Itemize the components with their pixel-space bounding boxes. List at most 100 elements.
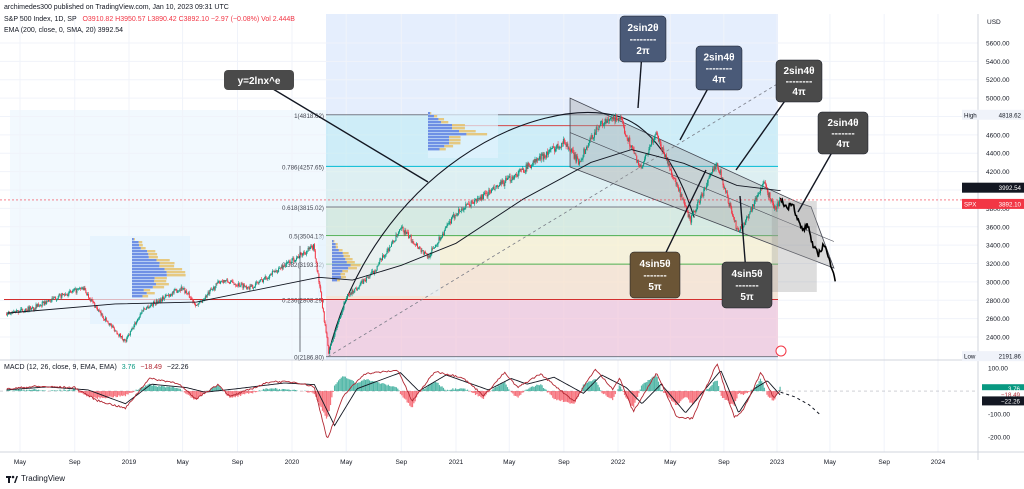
candle-body (186, 290, 188, 294)
candle-body (215, 283, 217, 287)
fib-label-4: 0.382(3193.32) (282, 262, 324, 269)
candle-body (74, 288, 76, 290)
candle-body (649, 145, 651, 150)
candle-body (467, 203, 469, 205)
macd-hist-bar (638, 391, 640, 394)
symbol-line: S&P 500 Index, 1D, SP O3910.82 H3950.57 … (4, 16, 295, 23)
candle-body (501, 180, 503, 185)
candle-body (517, 173, 519, 177)
macd-hist-bar (753, 389, 755, 392)
macd-hist-bar (640, 385, 643, 392)
candle-body (593, 137, 595, 139)
candle-body (743, 222, 745, 227)
macd-hist-bar (360, 380, 363, 392)
fib-label-3: 0.5(3504.13) (289, 234, 324, 241)
candle-body (472, 202, 474, 204)
profile-1-bar-blue-19 (132, 295, 143, 298)
candle-body (278, 268, 280, 269)
macd-hist-bar (686, 391, 688, 398)
macd-hist-bar (234, 391, 236, 398)
candle-body (369, 275, 371, 278)
profile-1-bar-yellow-5 (148, 253, 158, 256)
candle-body (113, 327, 115, 332)
macd-hist-bar (504, 381, 506, 392)
candle-body (105, 317, 107, 322)
candle-body (522, 168, 524, 170)
candle-body (668, 163, 670, 166)
x-tick-12: May (664, 459, 677, 466)
macd-hist-bar (578, 391, 580, 393)
candle-body (573, 153, 575, 159)
macd-hist-bar (394, 386, 396, 392)
candle-body (400, 227, 402, 229)
candle-body (557, 143, 559, 148)
symbol-name[interactable]: S&P 500 Index, 1D, SP (4, 16, 77, 23)
candle-body (392, 240, 394, 242)
candle-body (779, 199, 781, 207)
macd-hist-bar (54, 390, 56, 392)
macd-hist-bar (476, 391, 478, 395)
candle-body (384, 254, 386, 257)
price-tag-bg-0 (962, 109, 1024, 120)
macd-hist-bar (724, 391, 726, 400)
macd-hist-bar (27, 390, 29, 392)
macd-hist-bar (529, 387, 531, 392)
candle-body (249, 285, 251, 290)
macd-hist-bar (111, 391, 113, 398)
macd-hist-bar (23, 389, 25, 392)
candle-body (463, 208, 465, 210)
macd-hist-bar (368, 380, 371, 392)
profile-2-bar-yellow-7 (346, 261, 355, 264)
candle-body (410, 235, 412, 242)
callout-text-2-2: 4π (712, 75, 726, 86)
macd-hist-bar (296, 390, 298, 392)
macd-hist-bar (193, 391, 195, 400)
tradingview-logo[interactable]: TradingView (6, 474, 65, 483)
macd-hist-bar (550, 391, 553, 396)
candle-body (42, 301, 44, 303)
macd-hist-bar (387, 384, 389, 392)
macd-hist-bar (102, 391, 104, 399)
candle-body (179, 289, 181, 291)
macd-hist-bar (644, 382, 647, 392)
candle-body (550, 148, 552, 150)
candle-body (594, 132, 596, 135)
candle-body (323, 311, 325, 322)
profile-3-bar-blue-8 (428, 136, 450, 139)
candle-body (217, 281, 219, 284)
macd-hist-bar (293, 389, 295, 392)
candle-body (722, 177, 724, 185)
candle-body (734, 220, 736, 222)
profile-1-bar-blue-17 (132, 289, 144, 292)
macd-hist-bar (763, 387, 765, 392)
fib-label-5: 0.236(2808.29) (282, 298, 324, 305)
candle-body (500, 181, 502, 185)
candle-body (374, 271, 376, 272)
candle-body (411, 240, 413, 242)
candle-body (50, 300, 52, 302)
candle-body (381, 258, 383, 261)
candle-body (608, 118, 610, 121)
published-line: archimedes300 published on TradingView.c… (4, 4, 229, 11)
macd-hist-bar (261, 390, 263, 392)
macd-hist-bar (386, 385, 388, 392)
macd-legend[interactable]: MACD (12, 26, close, 9, EMA, EMA) 3.76 −… (4, 364, 189, 371)
macd-hist-bar (420, 391, 422, 392)
candle-body (203, 299, 205, 300)
macd-hist-bar (232, 391, 234, 398)
candle-body (488, 190, 490, 195)
profile-3-bar-yellow-2 (438, 118, 445, 121)
macd-hist-bar (687, 391, 690, 400)
ema-legend[interactable]: EMA (200, close, 0, SMA, 20) 3992.54 (4, 27, 124, 34)
candle-body (225, 280, 227, 282)
candle-body (483, 192, 485, 195)
candle-body (413, 243, 415, 245)
macd-hist-bar (356, 382, 359, 392)
candle-body (583, 149, 585, 157)
profile-3-bar-blue-7 (428, 133, 467, 136)
macd-hist-bar (766, 391, 768, 395)
candle-body (506, 178, 508, 180)
macd-hist-bar (407, 391, 410, 403)
macd-hist-bar (720, 391, 722, 396)
candle-body (610, 117, 612, 118)
